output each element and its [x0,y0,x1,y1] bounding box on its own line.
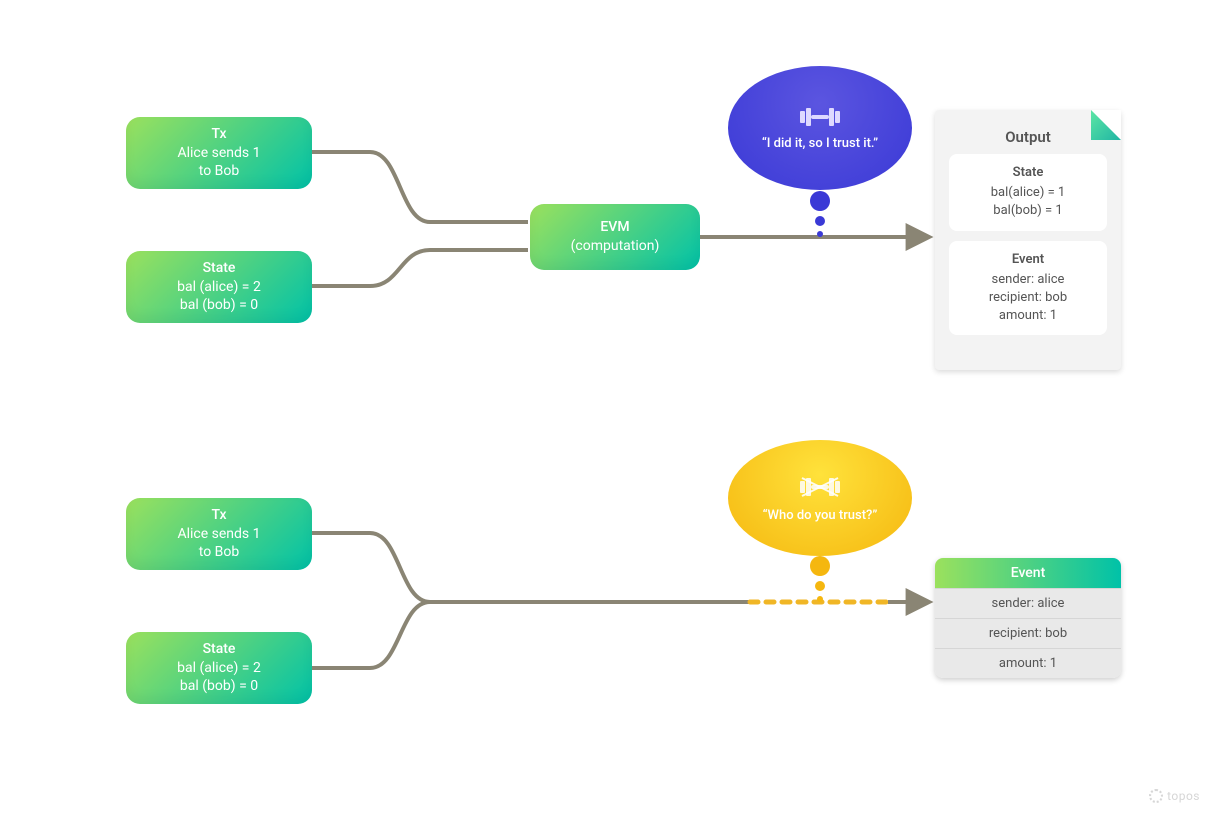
output-title: Output [949,128,1107,146]
dumbbell-icon [800,106,840,132]
node-state-bottom-line2: bal (bob) = 0 [180,677,258,696]
node-tx-top-title: Tx [211,125,226,144]
watermark-text: topos [1167,789,1200,803]
thought-bubble-top: “I did it, so I trust it.” [728,66,912,190]
output-state-line-0: bal(alice) = 1 [961,184,1095,202]
thought-top-bubble-1 [810,191,830,211]
diagram-canvas: Tx Alice sends 1 to Bob State bal (alice… [0,0,1216,813]
output-event-title: Event [961,251,1095,269]
watermark: topos [1149,789,1200,803]
node-state-bottom-line1: bal (alice) = 2 [177,659,261,678]
output-state-card: State bal(alice) = 1 bal(bob) = 1 [949,154,1107,231]
node-evm: EVM (computation) [530,204,700,270]
thought-top-quote: “I did it, so I trust it.” [762,136,878,151]
edge-state-merge-bottom [312,602,430,668]
output-event-card: Event sender: alice recipient: bob amoun… [949,241,1107,336]
node-state-top-line2: bal (bob) = 0 [180,296,258,315]
node-tx-bottom-title: Tx [211,506,226,525]
output-event-line-1: recipient: bob [961,289,1095,307]
thought-bottom-bubble-3 [817,596,823,602]
node-tx-bottom: Tx Alice sends 1 to Bob [126,498,312,570]
node-state-bottom: State bal (alice) = 2 bal (bob) = 0 [126,632,312,704]
node-state-top-line1: bal (alice) = 2 [177,278,261,297]
node-tx-top: Tx Alice sends 1 to Bob [126,117,312,189]
thought-bottom-quote: “Who do you trust?” [763,508,878,523]
event-table-row-1: recipient: bob [935,618,1121,648]
node-state-bottom-title: State [203,640,236,659]
thought-bottom-bubble-2 [815,581,825,591]
watermark-icon [1149,789,1163,803]
thought-top-bubble-3 [817,231,823,237]
event-table-header: Event [935,558,1121,588]
node-evm-title: EVM [600,218,629,237]
output-event-line-0: sender: alice [961,271,1095,289]
thought-bottom-bubble-1 [810,556,830,576]
node-state-top: State bal (alice) = 2 bal (bob) = 0 [126,251,312,323]
node-tx-bottom-line1: Alice sends 1 [177,525,260,544]
event-table-row-0: sender: alice [935,588,1121,618]
output-state-title: State [961,164,1095,182]
node-tx-top-line1: Alice sends 1 [177,144,260,163]
node-tx-bottom-line2: to Bob [199,543,239,562]
output-event-line-2: amount: 1 [961,307,1095,325]
edge-tx-merge-bottom [312,533,750,602]
node-tx-top-line2: to Bob [199,162,239,181]
output-state-line-1: bal(bob) = 1 [961,202,1095,220]
thought-bubble-bottom: “Who do you trust?” [728,440,912,556]
output-sheet: Output State bal(alice) = 1 bal(bob) = 1… [935,110,1121,370]
edge-tx-evm-top [312,152,528,222]
dumbbell-crossed-icon [798,474,842,504]
node-state-top-title: State [203,259,236,278]
event-table-row-2: amount: 1 [935,648,1121,678]
edge-state-evm-top [312,250,528,286]
event-table: Event sender: alice recipient: bob amoun… [935,558,1121,678]
node-evm-line1: (computation) [571,237,660,256]
thought-top-bubble-2 [815,216,825,226]
